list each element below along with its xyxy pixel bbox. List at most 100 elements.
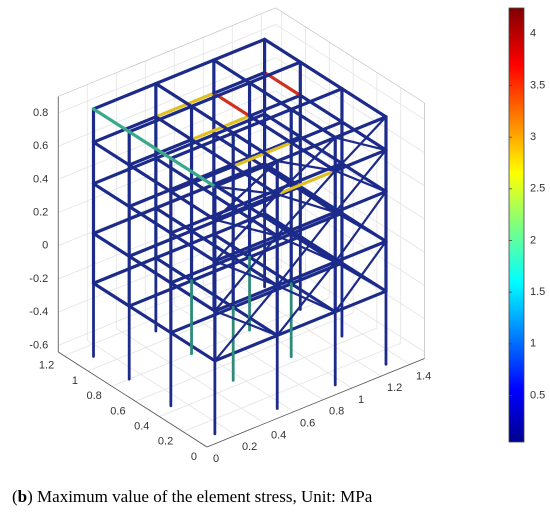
y-tick-label: 1.2 — [387, 382, 402, 394]
x-tick-label: 1 — [72, 375, 78, 387]
member — [169, 131, 235, 160]
member — [289, 282, 337, 314]
member — [127, 204, 173, 235]
member — [213, 159, 279, 189]
member — [213, 193, 279, 263]
y-tick-label: 1 — [358, 394, 364, 406]
member — [213, 234, 279, 313]
member — [276, 136, 337, 196]
member — [340, 120, 388, 152]
member — [189, 104, 235, 135]
member — [231, 206, 279, 238]
member — [91, 82, 158, 111]
member — [231, 182, 293, 210]
member — [127, 254, 173, 285]
member — [189, 114, 252, 142]
member — [247, 155, 293, 186]
caption-label: b — [18, 487, 27, 506]
member — [263, 70, 302, 97]
z-tick-label: 0.4 — [33, 173, 48, 185]
member — [276, 260, 337, 337]
member — [276, 211, 337, 287]
grid-line — [58, 24, 276, 114]
member — [154, 58, 216, 86]
grid-line — [58, 123, 276, 213]
member — [275, 169, 337, 196]
member — [127, 130, 173, 160]
member — [154, 82, 194, 109]
grid-line — [116, 328, 266, 424]
z-tick-label: 0.2 — [33, 206, 48, 218]
member — [189, 81, 252, 109]
member — [334, 240, 388, 313]
grid-line — [275, 24, 425, 120]
axis-line — [58, 7, 276, 97]
x-tick-label: 1.2 — [39, 360, 54, 372]
member — [340, 87, 388, 119]
member — [334, 115, 388, 172]
axis-line — [206, 358, 425, 448]
y-tick-label: 0.8 — [329, 406, 344, 418]
colorbar-tick-label: 1 — [530, 338, 536, 350]
member — [298, 60, 344, 91]
member — [231, 164, 279, 196]
grid-line — [87, 282, 306, 372]
caption-open: ( — [12, 487, 18, 506]
member — [169, 156, 217, 189]
member — [169, 255, 235, 285]
member — [213, 192, 279, 222]
y-tick-label: 1.4 — [416, 370, 431, 382]
x-tick-label: 0 — [191, 451, 197, 463]
y-tick-label: 0 — [213, 453, 219, 465]
member — [212, 91, 252, 118]
member — [231, 131, 279, 163]
x-tick-label: 0.4 — [134, 421, 149, 433]
member — [276, 169, 337, 237]
member — [289, 107, 337, 140]
grid-line — [64, 266, 282, 357]
y-tick-label: 0.2 — [242, 441, 257, 453]
grid-line — [183, 342, 401, 433]
member — [189, 179, 235, 210]
colorbar-tick-label: 2.5 — [530, 183, 545, 195]
member — [247, 93, 302, 118]
member — [289, 182, 337, 214]
z-tick-label: -0.4 — [29, 306, 48, 318]
member — [298, 93, 344, 124]
member — [212, 162, 267, 187]
axis-line — [58, 351, 208, 448]
member — [91, 107, 131, 134]
member — [213, 160, 279, 221]
member — [231, 255, 279, 288]
member — [154, 156, 194, 183]
caption: (b) Maximum value of the element stress,… — [12, 487, 373, 506]
member — [189, 279, 235, 309]
member — [91, 156, 158, 186]
member — [275, 135, 337, 163]
ticks: 0 0.2 0.4 0.6 0.8 1 1.2 0 0.2 0.4 0.6 0.8 1 1.2 1.4 -0.… — [29, 107, 431, 465]
colorbar-tick-label: 4 — [530, 28, 536, 40]
member — [169, 305, 235, 335]
z-tick-label: -0.6 — [29, 339, 48, 351]
member — [213, 333, 279, 363]
caption-text: ) Maximum value of the element stress, U… — [27, 487, 373, 506]
member — [275, 260, 337, 288]
member — [154, 115, 194, 142]
member — [91, 281, 131, 308]
grid-line — [58, 57, 276, 147]
member — [212, 112, 267, 137]
member — [289, 141, 337, 173]
member — [127, 179, 194, 209]
member — [212, 37, 267, 62]
z-tick-label: 0.8 — [33, 107, 48, 119]
member — [169, 231, 217, 263]
axis-line — [275, 7, 425, 104]
grid-line — [159, 327, 378, 417]
member — [289, 87, 344, 112]
member — [127, 279, 194, 308]
x-tick-label: 0.2 — [158, 436, 173, 448]
structure — [91, 37, 388, 436]
member — [127, 104, 194, 134]
member — [91, 256, 158, 285]
colorbar-tick-label: 3 — [530, 131, 536, 143]
